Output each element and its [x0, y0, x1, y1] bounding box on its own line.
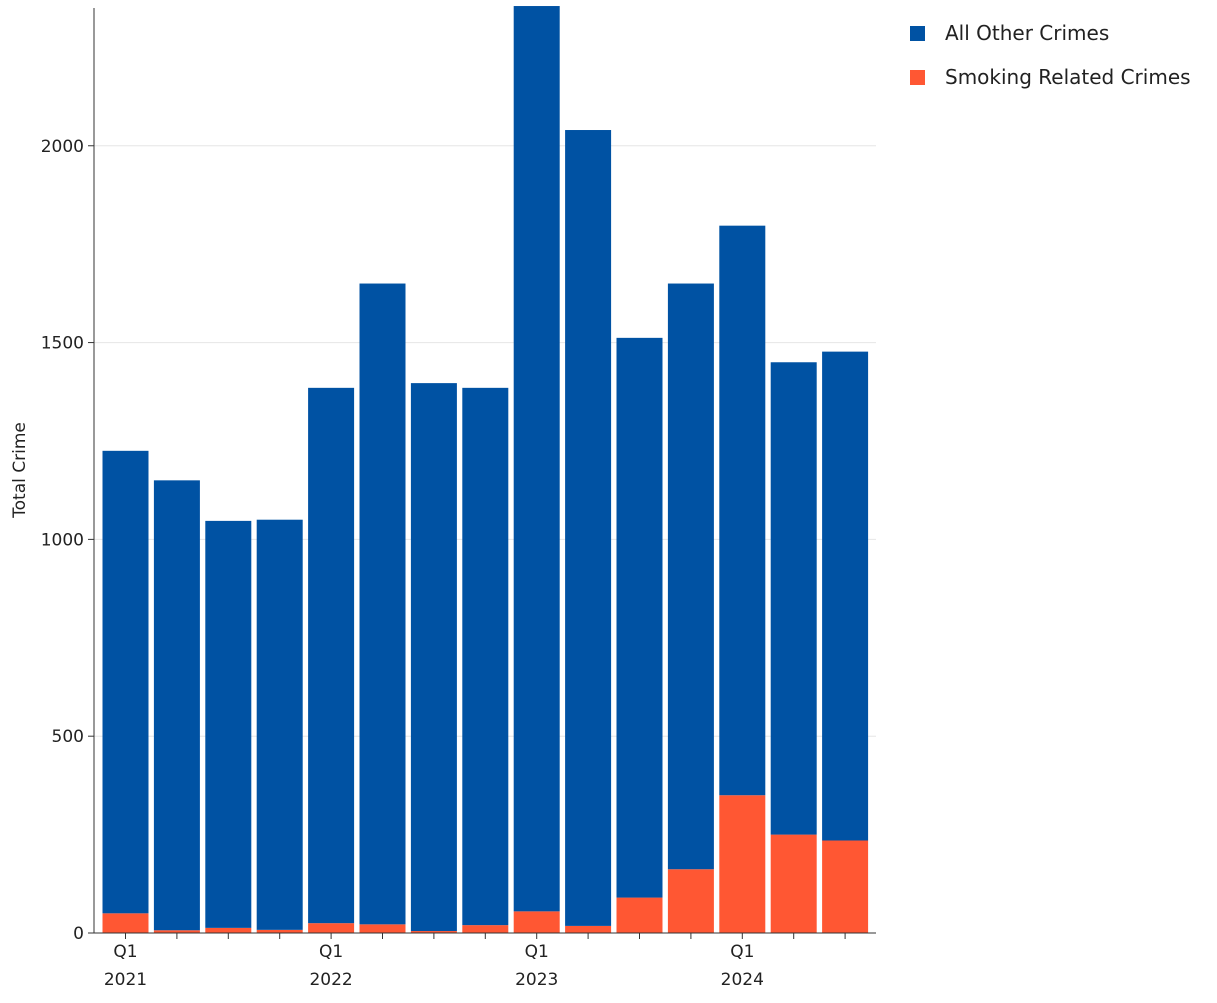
bar-smoking-related-crimes [153, 930, 200, 933]
x-tick-label-quarter: Q1 [730, 942, 754, 962]
legend-swatch [910, 69, 925, 85]
legend: All Other Crimes Smoking Related Crimes [910, 18, 1191, 106]
x-tick-label-year: 2022 [309, 970, 352, 990]
bar-all-other-crimes [719, 225, 766, 796]
bar-all-other-crimes [256, 519, 303, 930]
y-axis-title: Total Crime [10, 422, 30, 519]
bar-all-other-crimes [308, 387, 355, 924]
bar-all-other-crimes [153, 480, 200, 931]
bar-smoking-related-crimes [513, 911, 560, 933]
bar-all-other-crimes [616, 337, 663, 898]
legend-swatch [910, 25, 925, 41]
x-tick-label-quarter: Q1 [525, 942, 549, 962]
bar-smoking-related-crimes [256, 929, 303, 933]
bar-smoking-related-crimes [822, 840, 869, 933]
bar-all-other-crimes [770, 362, 817, 835]
legend-item[interactable]: Smoking Related Crimes [910, 62, 1191, 92]
legend-label: All Other Crimes [945, 21, 1110, 45]
bar-all-other-crimes [513, 6, 560, 912]
bar-all-other-crimes [359, 283, 406, 925]
bar-smoking-related-crimes [719, 795, 766, 933]
x-tick-label-year: 2024 [721, 970, 764, 990]
y-tick-label: 1500 [41, 334, 84, 354]
bar-all-other-crimes [102, 450, 149, 914]
x-tick-label-year: 2021 [104, 970, 147, 990]
y-tick-label: 1000 [41, 530, 84, 550]
axes: 0 500 1000 1500 2000 Q1 2021 Q1 2022 Q1 2023 Q1 2024 [41, 8, 876, 990]
bar-smoking-related-crimes [102, 913, 149, 933]
bars [102, 6, 869, 933]
bar-all-other-crimes [667, 283, 714, 870]
x-tick-label-quarter: Q1 [319, 942, 343, 962]
y-tick-label: 500 [52, 727, 84, 747]
bar-smoking-related-crimes [410, 931, 457, 933]
bar-smoking-related-crimes [205, 927, 252, 933]
bar-smoking-related-crimes [359, 924, 406, 933]
legend-item[interactable]: All Other Crimes [910, 18, 1191, 48]
bar-smoking-related-crimes [565, 925, 612, 933]
y-tick-label: 2000 [41, 137, 84, 157]
bar-smoking-related-crimes [667, 869, 714, 933]
bar-all-other-crimes [462, 387, 509, 926]
legend-label: Smoking Related Crimes [945, 65, 1191, 89]
bar-all-other-crimes [205, 520, 252, 928]
bar-all-other-crimes [565, 130, 612, 926]
bar-smoking-related-crimes [770, 834, 817, 933]
bar-smoking-related-crimes [308, 923, 355, 933]
y-tick-label: 0 [73, 924, 84, 944]
x-tick-label-quarter: Q1 [113, 942, 137, 962]
bar-all-other-crimes [410, 383, 457, 932]
bar-smoking-related-crimes [616, 897, 663, 933]
x-tick-label-year: 2023 [515, 970, 558, 990]
bar-smoking-related-crimes [462, 925, 509, 933]
bar-all-other-crimes [822, 351, 869, 841]
